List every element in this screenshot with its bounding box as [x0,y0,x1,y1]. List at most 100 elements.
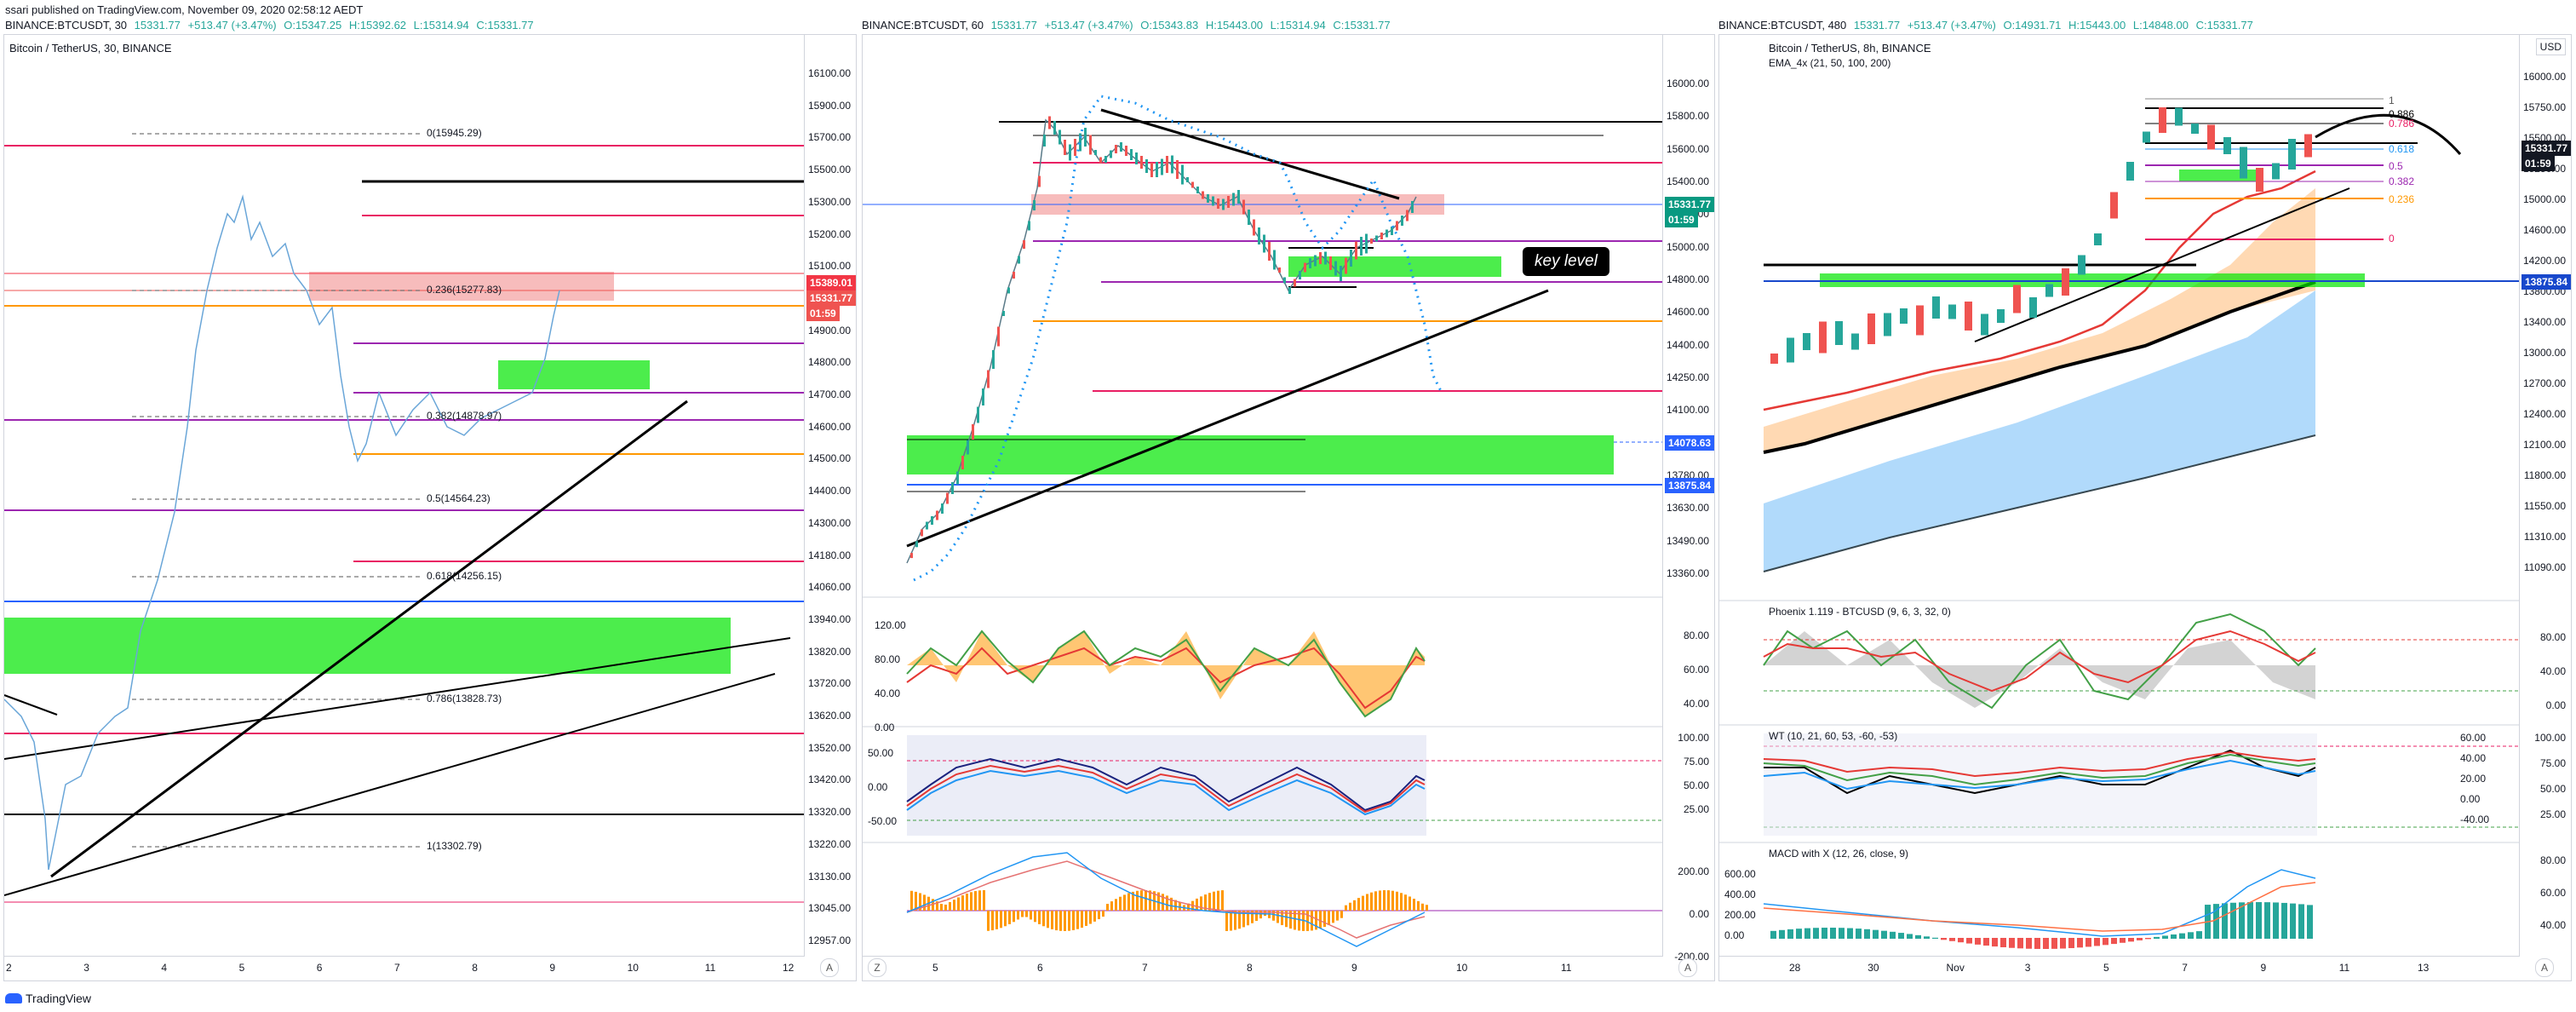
candle [1013,272,1015,279]
macd-bar [2017,938,2023,949]
zoom-button[interactable]: Z [868,958,886,977]
time-axis[interactable]: 5 6 7 8 9 10 11 [863,956,1663,980]
candle [1212,196,1214,206]
candle [1258,227,1260,244]
osc-left-tick: 120.00 [875,619,906,631]
price-axis[interactable]: 16000.0015750.0015500.0015250.0015000.00… [2519,35,2571,980]
trend-line [1100,108,1400,200]
price-chart-8h[interactable] [1719,35,2520,957]
time-axis[interactable]: 28 30 Nov 3 5 7 9 11 13 [1719,956,2520,980]
support-zone-small [1288,256,1501,277]
auto-scale-button[interactable]: A [820,958,839,977]
price-tick: 15900.00 [807,99,851,112]
candle [1099,157,1102,164]
candle [987,370,990,388]
high-value: H:15443.00 [1205,19,1264,32]
currency-button[interactable]: USD [2535,38,2566,55]
candle [1161,158,1163,175]
macd-bar [1034,911,1036,923]
auto-scale-button[interactable]: A [1678,958,1697,977]
ema-cloud-orange [1764,188,2315,452]
macd-bar [1076,911,1079,929]
macd-bar [1949,938,1955,941]
chart-panel-8h[interactable]: Bitcoin / TetherUS, 8h, BINANCE EMA_4x (… [1718,34,2572,981]
macd-bar [1992,938,1998,947]
candle [1997,309,2005,323]
candle [1365,233,1368,254]
time-tick: 7 [394,962,400,974]
candle [1202,191,1204,199]
candle [1079,133,1081,152]
macd-bar [1332,911,1334,923]
macd-bar [1251,911,1254,923]
chart-panel-1h[interactable]: key level 16000.00 15800.00 15600.00 15400.… [862,34,1715,981]
macd-bar [1349,902,1351,911]
macd-bar [978,890,981,911]
macd-bar [1413,899,1415,911]
candle [1299,271,1301,279]
time-tick: 11 [1561,962,1572,974]
time-tick: 6 [316,962,323,974]
candle [1237,190,1240,204]
price-tag: 15331.77 [2521,141,2571,156]
candle [1948,304,1956,319]
time-tick: 7 [2182,962,2188,974]
macd-bar [1294,911,1296,930]
macd-bar [1856,929,1862,939]
wt-tick: 75.00 [2539,757,2566,769]
price-tick: 15100.00 [807,260,851,273]
price-tick: 16100.00 [807,67,851,79]
trend-line [4,637,791,760]
macd-bar [1830,928,1836,939]
candle [1089,135,1092,155]
candle [1406,210,1408,221]
candle [1207,194,1209,203]
candle [1140,156,1143,169]
macd-bar [1779,929,1785,939]
macd-left-tick: 600.00 [1724,868,1756,880]
price-tick: 13420.00 [807,773,851,786]
candle [1253,219,1255,236]
macd-bar [1336,911,1339,921]
macd-bar [1093,911,1096,922]
candle [1350,250,1352,267]
price-axis[interactable]: 16000.0015800.0015600.0015400.0015200.00… [1662,35,1714,980]
osc-left-tick: 40.00 [875,687,901,699]
price-tag: 01:59 [806,306,840,321]
candle [1396,221,1398,231]
candle [1196,187,1199,193]
macd-bar [1396,891,1398,911]
chart-panel-30m[interactable]: Bitcoin / TetherUS, 30, BINANCE 0(15945.… [3,34,857,981]
price-tick: 14600.00 [1666,306,1709,319]
macd-bar [2103,938,2108,946]
macd-bar [940,904,943,911]
price-tick: 14400.00 [807,485,851,497]
fib-label: 0.5(14564.23) [427,492,491,504]
osc-left-tick: 50.00 [868,747,894,759]
price-axis[interactable]: 16100.00 15900.00 15700.00 15500.00 15300.00… [804,35,856,980]
last-price: 15331.77 [990,19,1037,32]
price-tag: 01:59 [2521,156,2555,171]
macd-bar [1915,934,1921,939]
macd-bar [1983,938,1989,946]
phoenix-indicator-label: Phoenix 1.119 - BTCUSD (9, 6, 3, 32, 0) [1769,606,1951,618]
macd-bar [1315,911,1317,930]
trend-line [4,694,58,716]
price-chart-30m[interactable] [4,35,805,957]
candle [1130,149,1133,160]
time-axis[interactable]: 2 3 4 5 6 7 8 9 10 11 12 [4,956,805,980]
time-tick: 3 [2024,962,2031,974]
candle [1375,235,1378,242]
high-value: H:15443.00 [2068,19,2126,32]
tradingview-logo[interactable]: TradingView [5,992,91,1005]
price-tick: 12957.00 [807,934,851,946]
macd-bar [1051,911,1053,929]
tradingview-logo-icon [5,993,22,1003]
price-tick: 11090.00 [2523,561,2566,573]
price-series [4,194,560,871]
macd-bar [910,890,913,911]
macd-bar [2162,935,2168,939]
auto-scale-button[interactable]: A [2535,958,2554,977]
macd-bar [1140,890,1143,911]
price-chart-1h[interactable] [863,35,1663,957]
